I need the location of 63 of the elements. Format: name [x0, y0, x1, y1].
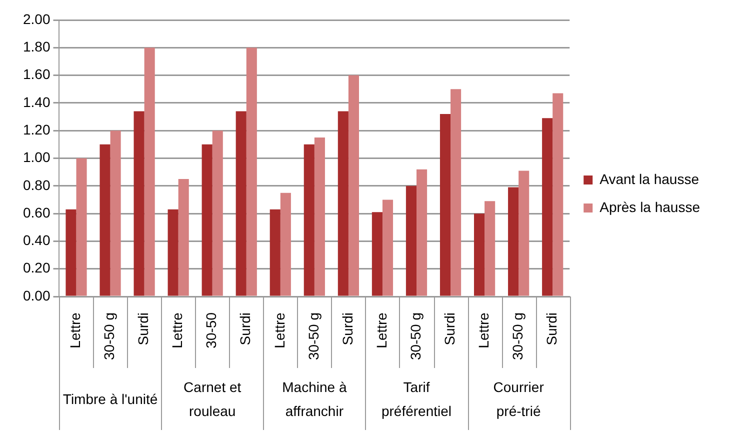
y-tick-label: 1.20	[23, 121, 50, 138]
x-tick-label: Lettre	[373, 312, 390, 348]
x-tick-label: Surdi	[543, 312, 560, 346]
bar	[270, 209, 280, 296]
y-tick-label: 0.80	[23, 176, 50, 193]
bar	[110, 130, 121, 296]
legend-label: Avant la hausse	[600, 170, 700, 187]
y-tick-label: 0.40	[23, 232, 50, 248]
x-tick-label: Lettre	[271, 312, 288, 348]
bar	[236, 111, 246, 296]
bar	[202, 144, 212, 296]
y-tick-label: 1.80	[23, 38, 50, 55]
x-tick-label: 30-50 g	[407, 312, 424, 360]
bar	[212, 130, 223, 296]
x-tick-label: 30-50	[203, 312, 220, 348]
bar	[542, 118, 553, 296]
bar	[552, 93, 564, 296]
bar	[66, 209, 76, 296]
x-tick-label: Surdi	[135, 312, 152, 346]
bar	[508, 187, 519, 296]
bar	[406, 186, 416, 296]
bar	[100, 144, 110, 296]
x-tick-label: Surdi	[237, 312, 254, 346]
text: Carnet et rouleau	[184, 378, 242, 419]
bar	[382, 200, 394, 296]
x-tick-label: Surdi	[339, 312, 356, 346]
y-tick-label: 0.00	[23, 287, 50, 304]
y-tick-label: 1.40	[23, 94, 50, 110]
x-tick-label: 30-50 g	[305, 312, 322, 360]
bar	[440, 114, 451, 296]
bar	[144, 48, 155, 296]
bar	[76, 158, 87, 296]
text: Timbre à l'unité	[62, 390, 158, 407]
bar	[372, 212, 382, 296]
x-tick-label: Lettre	[475, 312, 492, 348]
x-tick-label: Surdi	[441, 312, 458, 346]
bar	[518, 170, 530, 296]
y-tick-label: 2.00	[23, 10, 50, 27]
bar	[280, 192, 291, 296]
bar	[416, 169, 428, 296]
bar	[474, 214, 485, 296]
y-tick-label: 0.60	[23, 204, 50, 220]
bar	[450, 89, 462, 296]
bar	[134, 111, 144, 296]
bar	[338, 111, 348, 296]
legend-label: Après la hausse	[600, 198, 700, 215]
y-tick-label: 0.20	[23, 260, 50, 276]
bar	[178, 179, 189, 296]
bar	[168, 209, 178, 296]
text: Machine à affranchir	[282, 378, 347, 419]
y-tick-label: 1.60	[23, 66, 50, 82]
y-tick-label: 1.00	[23, 149, 50, 166]
x-tick-label: Lettre	[67, 312, 84, 348]
bar	[314, 138, 325, 296]
x-tick-label: Lettre	[169, 312, 186, 348]
bar	[304, 144, 314, 296]
bar	[484, 201, 496, 296]
x-tick-label: 30-50 g	[101, 312, 118, 360]
text: Tarif préférentiel	[381, 378, 452, 419]
text: Courrier pré-trié	[493, 378, 544, 419]
bar	[348, 75, 359, 296]
bar	[246, 48, 257, 296]
x-tick-label: 30-50 g	[509, 312, 526, 360]
